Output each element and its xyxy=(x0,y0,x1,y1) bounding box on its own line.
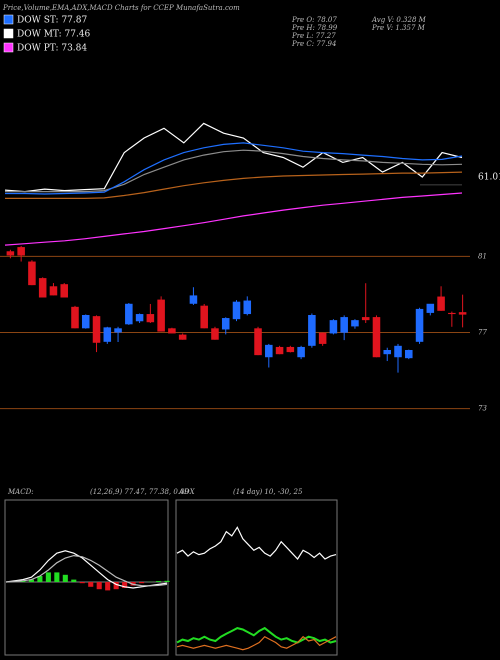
histogram-bar xyxy=(79,582,85,584)
series-line xyxy=(176,626,337,644)
candle-body xyxy=(49,286,58,296)
candle-body xyxy=(329,320,338,334)
y-tick-label: 61.01 xyxy=(478,172,500,182)
candle-body xyxy=(361,317,370,321)
histogram-bar xyxy=(71,579,77,582)
series-line xyxy=(176,526,337,560)
legend-label: DOW PT: 73.84 xyxy=(17,44,87,54)
series-line xyxy=(5,149,463,193)
histogram-bar xyxy=(37,576,43,582)
panel-title: ADX xyxy=(178,488,196,496)
candle-body xyxy=(243,300,252,315)
panel-title: MACD: xyxy=(7,488,34,496)
histogram-bar xyxy=(28,579,34,582)
series-line xyxy=(4,192,463,246)
series-line xyxy=(5,550,168,589)
histogram-bar xyxy=(88,582,94,587)
candle-body xyxy=(28,261,36,286)
series-line xyxy=(4,122,463,193)
legend-swatch xyxy=(3,28,14,39)
histogram-bar xyxy=(164,580,170,582)
histogram-bar xyxy=(54,572,60,582)
candle-body xyxy=(146,314,155,323)
candle-body xyxy=(286,346,295,353)
candle-body xyxy=(60,284,68,298)
series-line xyxy=(5,554,168,587)
candle-body xyxy=(81,315,90,329)
candle-body xyxy=(200,305,208,329)
candle-body xyxy=(6,251,15,256)
legend-swatch xyxy=(3,14,14,25)
series-line xyxy=(5,142,463,195)
info-text: Avg V: 0.328 M xyxy=(371,16,427,24)
panel-subtitle: (14 day) 10, -30, 25 xyxy=(233,488,303,496)
info-text: Pre V: 1.357 M xyxy=(371,24,426,32)
candle-body xyxy=(372,317,381,358)
candle-body xyxy=(340,317,348,333)
candle-body xyxy=(125,303,133,325)
page-title: Price,Volume,EMA,ADX,MACD Charts for CCE… xyxy=(2,4,240,12)
candle-body xyxy=(383,350,392,355)
candle-body xyxy=(71,306,79,329)
candle-body xyxy=(114,328,122,333)
candle-body xyxy=(265,344,273,358)
candle-body xyxy=(394,345,402,358)
legend-label: DOW MT: 77.46 xyxy=(17,30,91,40)
candle-body xyxy=(426,303,435,313)
macd-frame xyxy=(4,499,169,656)
histogram-bar xyxy=(20,580,26,582)
candle-body xyxy=(318,332,327,344)
candle-body xyxy=(254,328,262,356)
candle-body xyxy=(221,318,230,330)
candle-body xyxy=(297,346,305,358)
candle-body xyxy=(405,350,413,359)
histogram-bar xyxy=(155,581,162,582)
candle-body xyxy=(415,308,424,342)
histogram-bar xyxy=(113,582,119,590)
histogram-bar xyxy=(122,582,128,588)
candle-body xyxy=(275,346,284,355)
histogram-bar xyxy=(62,574,68,582)
info-text: Pre L: 77.27 xyxy=(291,32,336,40)
series-line xyxy=(176,635,337,651)
candle-body xyxy=(38,278,47,298)
candle-body xyxy=(17,247,25,256)
candle-body xyxy=(308,315,316,346)
y-tick-label: 77 xyxy=(478,329,487,337)
candle-body xyxy=(92,316,101,343)
candle-body xyxy=(458,312,467,315)
panel-subtitle: (12,26,9) 77.47, 77.38, 0.09 xyxy=(90,488,190,496)
candle-body xyxy=(448,312,456,315)
y-tick-label: 73 xyxy=(478,405,487,413)
histogram-bar xyxy=(139,582,145,584)
candle-body xyxy=(168,328,176,334)
candle-body xyxy=(135,314,144,322)
candle-body xyxy=(103,327,112,342)
candle-body xyxy=(189,295,198,304)
series-line xyxy=(5,171,463,199)
legend-label: DOW ST: 77.87 xyxy=(17,16,87,26)
histogram-bar xyxy=(96,582,102,590)
histogram-bar xyxy=(105,582,111,591)
histogram-bar xyxy=(45,572,51,582)
candle-body xyxy=(178,334,187,340)
candle-body xyxy=(211,328,219,340)
candle-body xyxy=(157,299,165,332)
adx-frame xyxy=(175,499,338,656)
candle-body xyxy=(351,320,359,327)
y-tick-label: 81 xyxy=(478,252,487,260)
info-text: Pre H: 78.99 xyxy=(291,24,338,32)
candle-body xyxy=(437,296,445,311)
info-text: Pre C: 77.94 xyxy=(291,40,336,48)
legend-swatch xyxy=(3,42,14,53)
info-text: Pre O: 78.07 xyxy=(291,16,337,24)
candle-body xyxy=(232,301,241,320)
